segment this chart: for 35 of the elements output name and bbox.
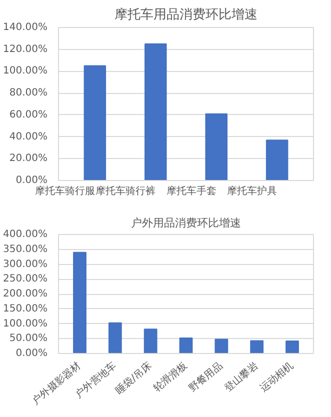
y-tick-label: 0.00% [16,175,48,186]
y-tick-label: 300.00% [3,258,48,270]
bar [205,113,228,180]
y-tick-label: 150.00% [3,303,48,314]
bar [108,322,122,354]
y-tick-label: 350.00% [3,244,48,255]
y-tick-label: 60.00% [9,109,48,120]
y-tick-label: 0.00% [16,348,48,359]
y-tick-label: 100.00% [3,66,48,77]
chart-title: 摩托车用品消费环比增速 [114,8,258,22]
bar [84,65,106,180]
chart-title: 户外用品消费环比增速 [131,216,241,230]
y-tick-label: 400.00% [3,229,48,240]
y-tick-label: 50.00% [9,333,48,344]
y-tick-label: 80.00% [9,88,48,99]
x-tick-label: 摩托车骑行裤 [96,185,156,197]
y-tick-label: 20.00% [9,153,48,164]
x-tick-label: 摩托车手套 [166,185,216,197]
bar [179,338,193,354]
bar [73,252,86,354]
bar [266,140,288,180]
y-tick-label: 120.00% [3,44,48,55]
bar [286,340,299,354]
y-tick-label: 40.00% [9,131,48,142]
y-tick-label: 100.00% [3,318,48,330]
x-tick-label: 野餐用品 [186,360,225,394]
bar [250,340,264,354]
y-tick-label: 250.00% [3,274,48,285]
bar [144,43,167,180]
y-tick-label: 200.00% [3,288,48,300]
bar [144,328,158,354]
bar [214,338,228,354]
x-tick-label: 摩托车骑行服 [34,185,95,197]
y-tick-label: 140.00% [3,22,48,33]
x-tick-label: 摩托车护具 [227,185,278,197]
